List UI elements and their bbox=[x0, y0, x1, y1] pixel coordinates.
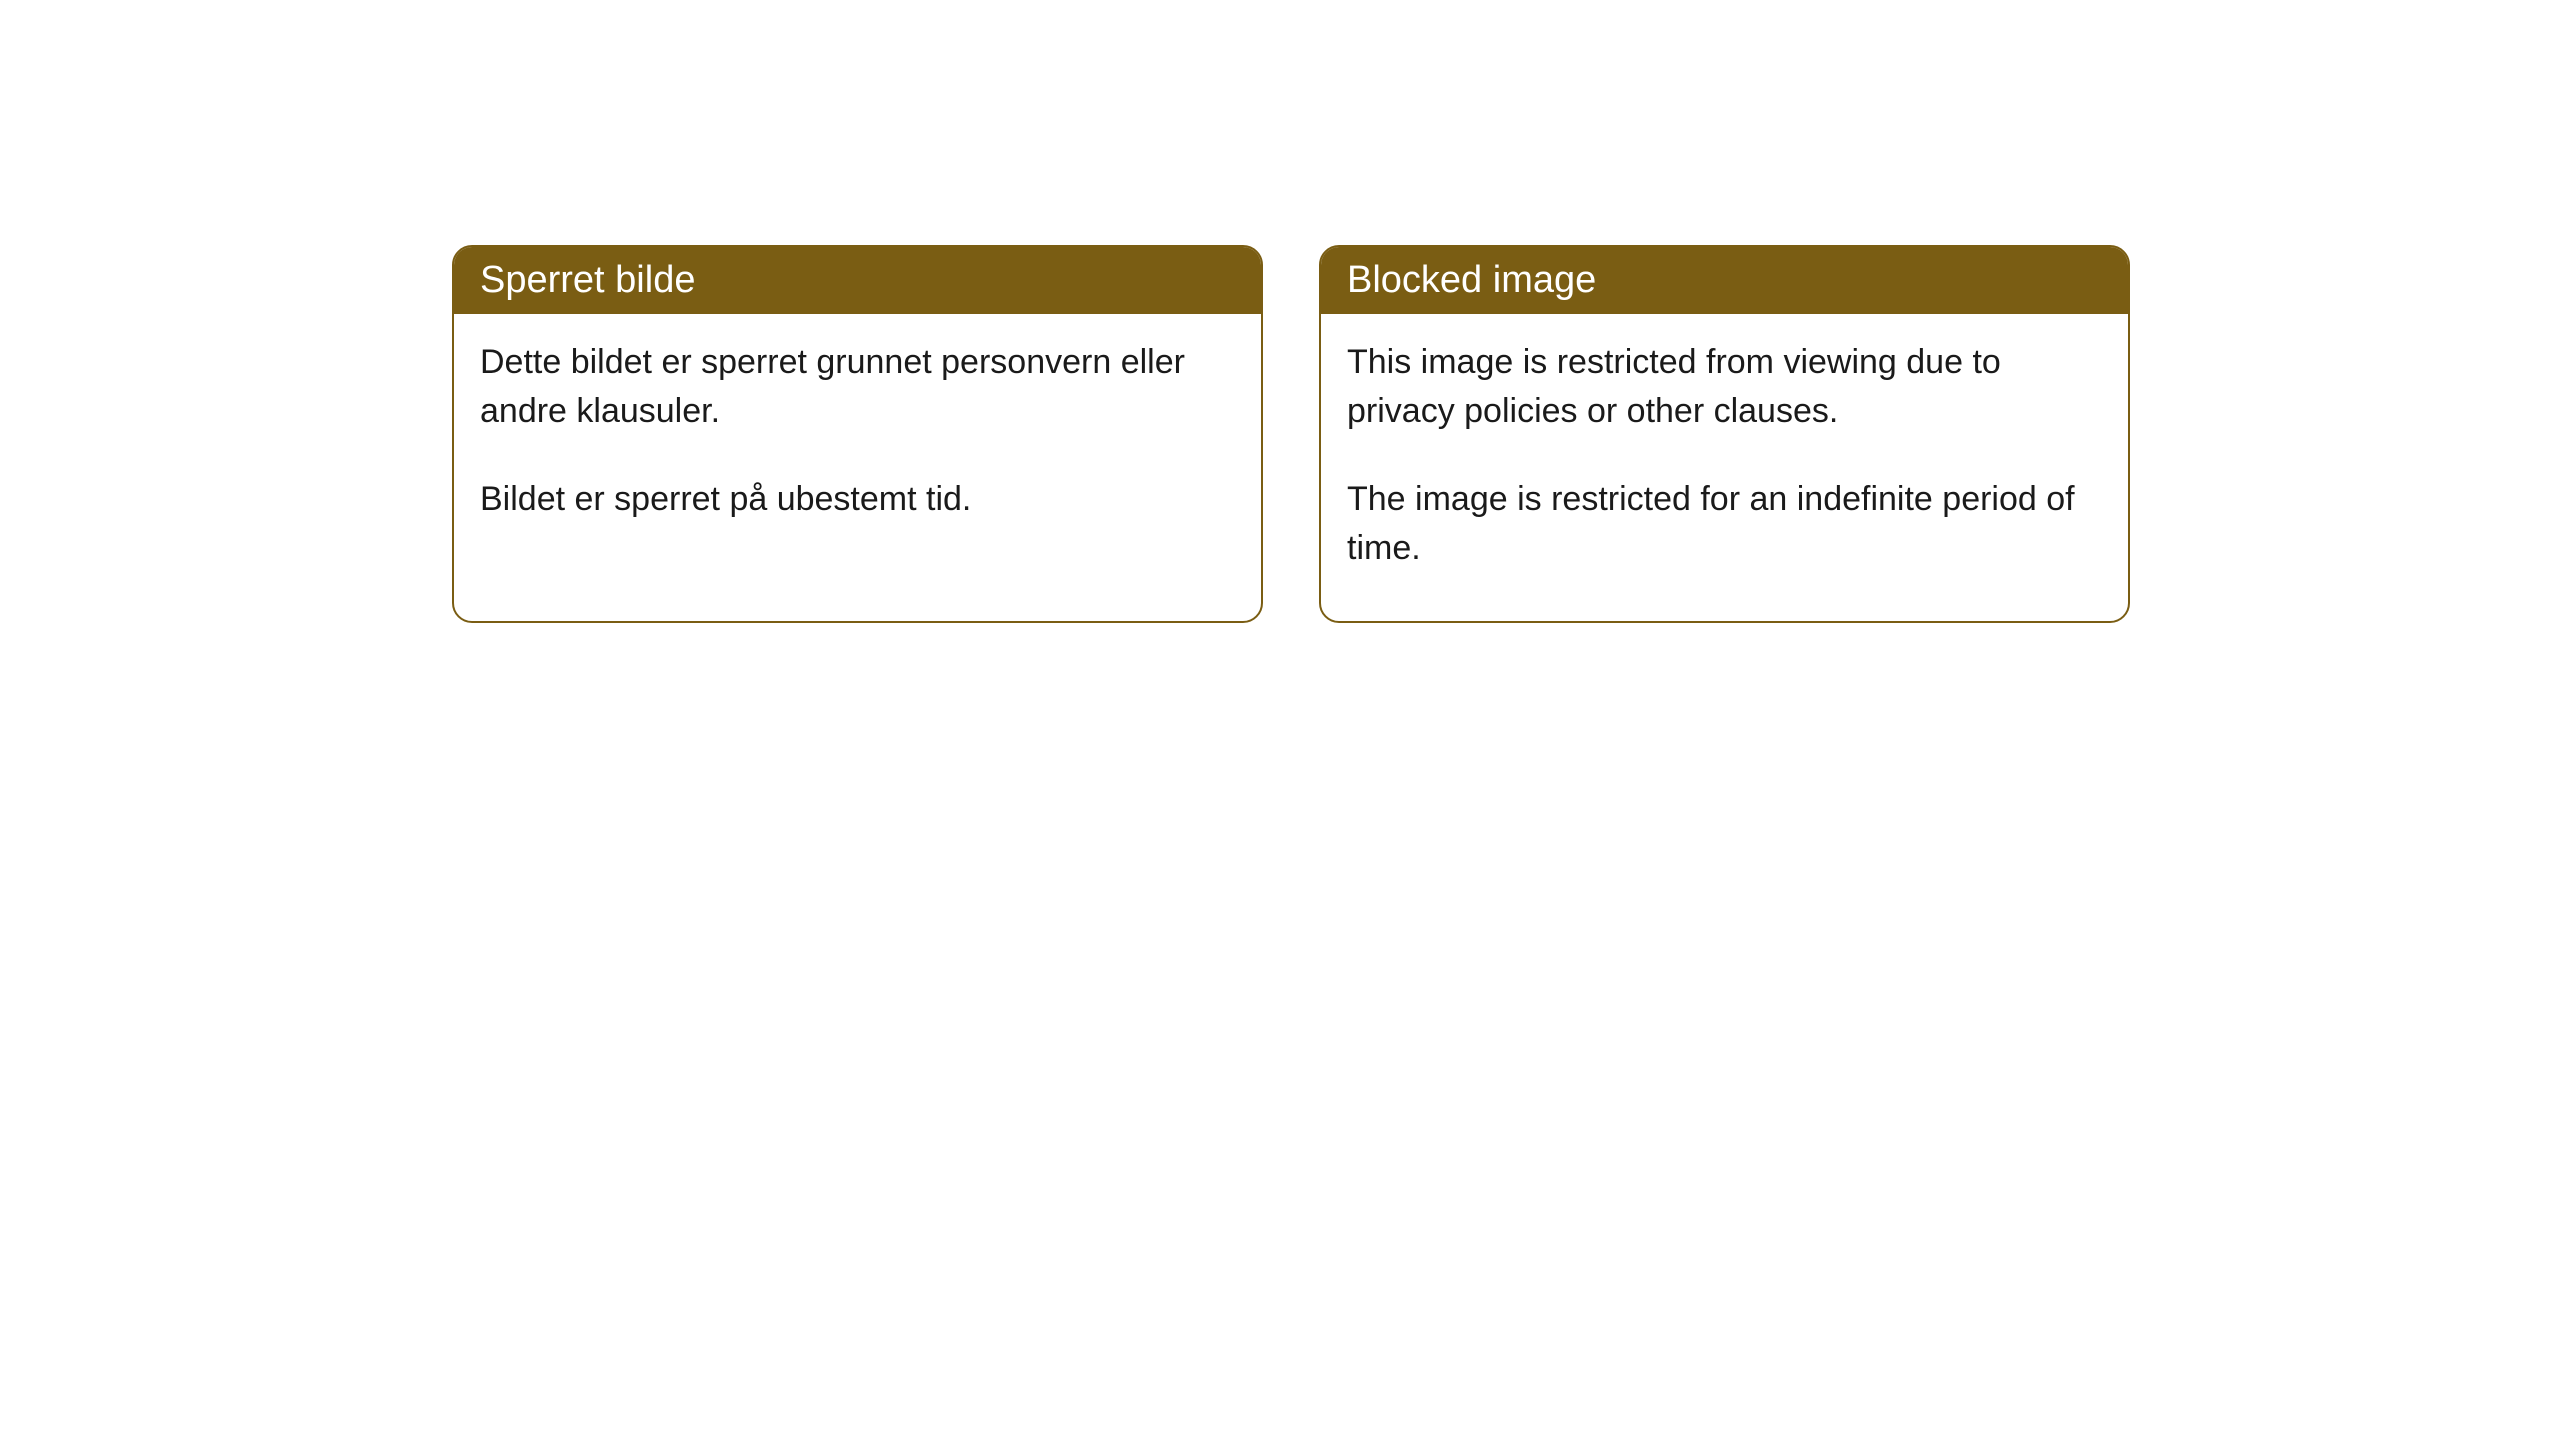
card-paragraph-2-english: The image is restricted for an indefinit… bbox=[1347, 475, 2102, 574]
card-paragraph-2-norwegian: Bildet er sperret på ubestemt tid. bbox=[480, 475, 1235, 524]
card-paragraph-1-norwegian: Dette bildet er sperret grunnet personve… bbox=[480, 338, 1235, 437]
card-body-norwegian: Dette bildet er sperret grunnet personve… bbox=[454, 314, 1261, 572]
card-body-english: This image is restricted from viewing du… bbox=[1321, 314, 2128, 621]
card-header-norwegian: Sperret bilde bbox=[454, 247, 1261, 314]
card-header-english: Blocked image bbox=[1321, 247, 2128, 314]
card-english: Blocked image This image is restricted f… bbox=[1319, 245, 2130, 623]
card-paragraph-1-english: This image is restricted from viewing du… bbox=[1347, 338, 2102, 437]
cards-container: Sperret bilde Dette bildet er sperret gr… bbox=[452, 245, 2130, 623]
card-norwegian: Sperret bilde Dette bildet er sperret gr… bbox=[452, 245, 1263, 623]
